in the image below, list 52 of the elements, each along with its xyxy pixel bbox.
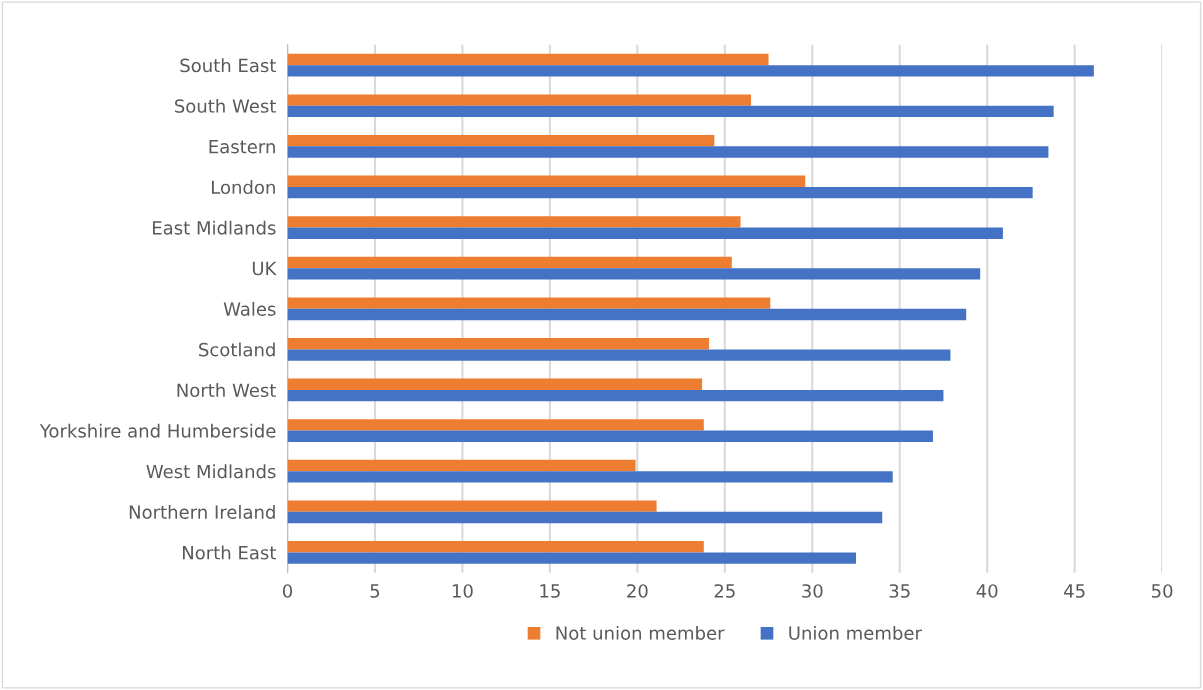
bar [287,511,883,524]
y-tick-label: London [211,180,275,195]
y-tick-label: South East [180,58,276,73]
x-tick-label: 15 [540,584,560,598]
bar [287,459,636,472]
x-tick-label: 0 [282,584,293,598]
bar [287,256,732,269]
legend-label: Union member [789,625,922,640]
bar [287,94,752,106]
legend-label: Not union member [556,625,725,640]
bar [287,134,715,147]
bar [287,268,981,280]
y-tick-label: Northern Ireland [129,504,275,519]
bar [287,65,1094,77]
bar [287,227,1003,239]
bar [287,175,806,187]
bar [287,430,933,442]
x-tick-label: 5 [370,584,380,598]
x-tick-label: 45 [1064,584,1085,598]
bar [287,471,893,483]
bar [287,541,704,553]
bar [287,216,741,228]
bar [287,105,1054,118]
bar [287,186,1033,199]
y-tick-label: Scotland [199,342,275,357]
bar [287,146,1049,158]
bar [287,349,951,361]
y-tick-label: UK [252,261,277,276]
bar [287,338,710,350]
bar [287,419,704,431]
bar [287,53,769,66]
bar [287,389,944,402]
x-tick-label: 40 [976,584,998,598]
bar [287,297,771,309]
bar [287,308,967,321]
bar [287,552,856,564]
x-tick-label: 35 [889,584,910,598]
y-tick-label: South West [175,98,276,113]
bar [287,378,703,390]
x-tick-label: 50 [1152,584,1173,598]
x-tick-label: 20 [627,584,648,598]
y-tick-label: Eastern [209,140,275,154]
y-tick-label: Yorkshire and Humberside [39,423,276,438]
y-tick-label: East Midlands [153,220,276,235]
x-tick-label: 25 [714,584,735,598]
y-tick-label: West Midlands [146,464,276,479]
x-tick-label: 10 [452,584,473,598]
y-tick-label: Wales [223,301,276,316]
x-tick-label: 30 [802,584,823,598]
bar [287,500,657,512]
y-tick-label: North East [182,545,276,560]
y-tick-label: North West [177,383,276,398]
